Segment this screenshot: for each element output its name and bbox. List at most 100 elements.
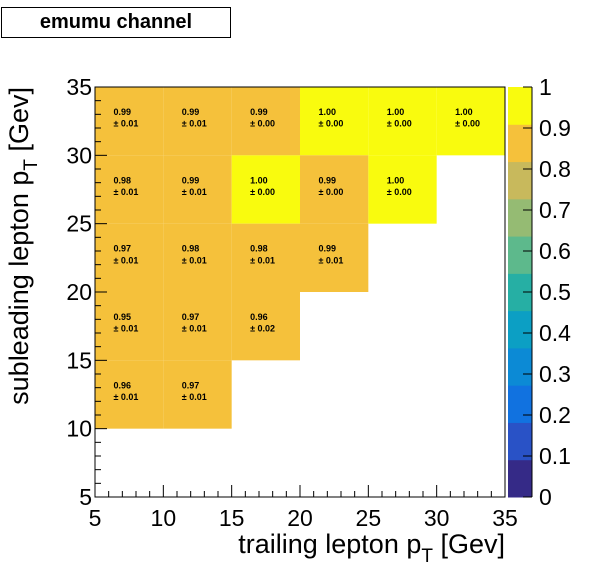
cell-error-label: ± 0.00	[387, 187, 412, 197]
cell-error-label: ± 0.01	[113, 187, 138, 197]
heatmap-cell	[163, 223, 232, 292]
palette-tick-label: 0.5	[539, 279, 571, 305]
heatmap-cell	[95, 155, 164, 224]
heatmap-cell	[95, 292, 164, 361]
heatmap-cells	[95, 87, 505, 429]
heatmap-cell	[368, 87, 437, 156]
cell-error-label: ± 0.01	[182, 119, 207, 129]
y-axis-title: subleading lepton pT [Gev]	[4, 87, 42, 405]
palette-band	[508, 310, 532, 349]
cell-value-label: 0.97	[182, 312, 200, 322]
heatmap-cell	[163, 292, 232, 361]
heatmap-cell	[436, 87, 505, 156]
cell-error-label: ± 0.00	[387, 119, 412, 129]
cell-value-label: 1.00	[318, 107, 336, 117]
heatmap-cell	[300, 87, 369, 156]
y-tick-label: 35	[66, 74, 92, 100]
palette-tick-label: 0.2	[539, 402, 571, 428]
cell-labels: 0.99± 0.010.99± 0.010.99± 0.001.00± 0.00…	[113, 107, 480, 402]
y-tick-label: 20	[66, 279, 92, 305]
cell-error-label: ± 0.01	[182, 392, 207, 402]
cell-error-label: ± 0.01	[182, 187, 207, 197]
palette-band	[508, 422, 532, 461]
heatmap-cell	[231, 155, 300, 224]
y-tick-label: 25	[66, 211, 92, 237]
cell-value-label: 0.98	[250, 244, 268, 254]
cell-value-label: 0.95	[113, 312, 131, 322]
palette-band	[508, 385, 532, 423]
heatmap-cell	[231, 292, 300, 361]
cell-error-label: ± 0.01	[182, 324, 207, 334]
palette-tick-label: 0.6	[539, 238, 571, 264]
cell-value-label: 0.97	[113, 244, 131, 254]
palette-tick-label: 0.8	[539, 156, 571, 182]
cell-error-label: ± 0.00	[250, 187, 275, 197]
heatmap-cell	[231, 223, 300, 292]
heatmap-cell	[163, 155, 232, 224]
palette-tick-label: 0.7	[539, 197, 571, 223]
x-tick-label: 30	[424, 505, 450, 531]
chart-title: emumu channel	[1, 7, 231, 38]
cell-error-label: ± 0.00	[455, 119, 480, 129]
heatmap-cell	[95, 87, 164, 156]
palette-band	[508, 161, 532, 200]
cell-error-label: ± 0.02	[250, 324, 275, 334]
cell-error-label: ± 0.01	[250, 255, 275, 265]
palette-tick-label: 0.4	[539, 320, 571, 346]
axis-titles: trailing lepton pT [Gev] subleading lepto…	[4, 87, 505, 567]
heatmap-cell	[231, 87, 300, 156]
palette-band	[508, 198, 532, 237]
heatmap-cell	[163, 360, 232, 429]
palette-tick-label: 0.1	[539, 443, 571, 469]
heatmap-cell	[368, 155, 437, 224]
heatmap-cell	[300, 223, 369, 292]
x-tick-label: 20	[287, 505, 313, 531]
x-tick-label: 25	[356, 505, 382, 531]
cell-error-label: ± 0.00	[318, 119, 343, 129]
palette-tick-label: 1	[539, 74, 552, 100]
cell-value-label: 0.99	[318, 244, 336, 254]
cell-value-label: 0.99	[182, 107, 200, 117]
cell-error-label: ± 0.01	[113, 324, 138, 334]
cell-value-label: 1.00	[455, 107, 473, 117]
heatmap-cell	[95, 223, 164, 292]
cell-value-label: 1.00	[387, 175, 405, 185]
cell-value-label: 0.96	[113, 380, 131, 390]
y-tick-label: 5	[79, 484, 92, 510]
cell-value-label: 0.97	[182, 380, 200, 390]
x-tick-label: 5	[89, 505, 102, 531]
palette-band	[508, 347, 532, 386]
palette-tick-label: 0.3	[539, 361, 571, 387]
palette-band	[508, 87, 532, 125]
cell-value-label: 0.98	[113, 175, 131, 185]
x-axis-title: trailing lepton pT [Gev]	[238, 529, 505, 567]
color-palette: 0 0.1 0.2 0.3 0.4 0.5 0.6 0.7 0.8 0.9 1	[508, 74, 571, 510]
cell-error-label: ± 0.01	[113, 392, 138, 402]
cell-value-label: 0.99	[182, 175, 200, 185]
x-tick-label: 35	[492, 505, 518, 531]
heatmap-cell	[95, 360, 164, 429]
cell-error-label: ± 0.01	[318, 255, 343, 265]
palette-tick-label: 0	[539, 484, 552, 510]
cell-error-label: ± 0.01	[182, 255, 207, 265]
cell-value-label: 0.99	[250, 107, 268, 117]
cell-error-label: ± 0.00	[250, 119, 275, 129]
x-tick-label: 10	[151, 505, 177, 531]
x-axis: 5 10 15 20 25 30 35	[89, 485, 518, 531]
palette-band	[508, 124, 532, 163]
heatmap-cell	[163, 87, 232, 156]
y-axis: 5 10 15 20 25 30 35	[66, 74, 107, 510]
palette-band	[508, 459, 532, 498]
cell-value-label: 0.98	[182, 244, 200, 254]
cell-value-label: 0.99	[113, 107, 131, 117]
palette-tick-label: 0.9	[539, 115, 571, 141]
cell-value-label: 0.96	[250, 312, 268, 322]
palette-band	[508, 236, 532, 274]
cell-value-label: 0.99	[318, 175, 336, 185]
y-tick-label: 15	[66, 347, 92, 373]
cell-error-label: ± 0.01	[113, 255, 138, 265]
y-tick-label: 10	[66, 416, 92, 442]
cell-error-label: ± 0.01	[113, 119, 138, 129]
y-tick-label: 30	[66, 142, 92, 168]
